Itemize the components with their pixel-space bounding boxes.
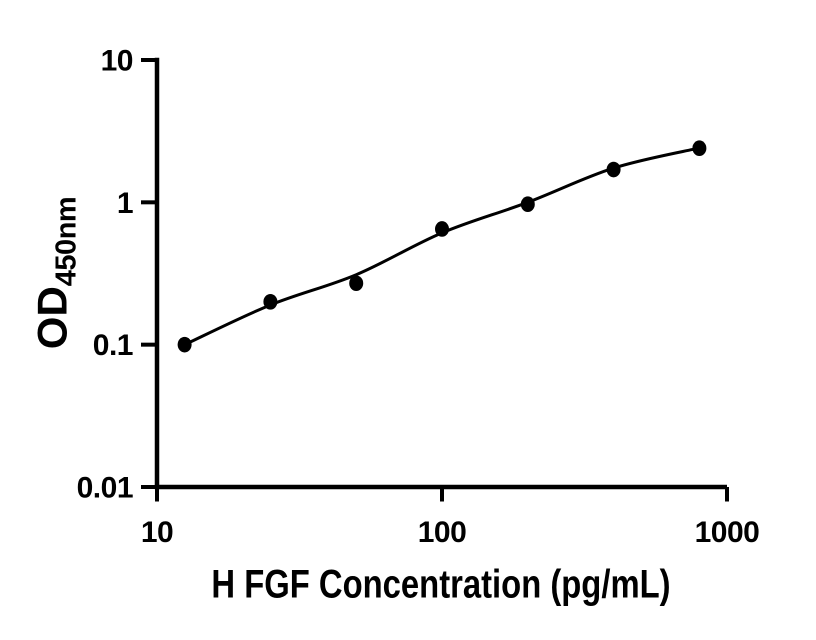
- x-axis-title: H FGF Concentration (pg/mL): [211, 562, 671, 607]
- y-tick-label: 1: [117, 187, 133, 220]
- fit-curve: [183, 146, 701, 347]
- y-tick-label: 0.01: [77, 471, 133, 504]
- x-tick-label: 100: [418, 516, 467, 549]
- data-point: [349, 275, 364, 292]
- y-axis-title-main: OD: [28, 286, 76, 350]
- y-tick-label: 0.1: [93, 329, 133, 362]
- data-point: [435, 221, 449, 237]
- x-tick-label: 1000: [695, 516, 760, 549]
- y-axis-title: OD450nm: [29, 197, 84, 349]
- y-axis-title-subscript: 450nm: [50, 196, 83, 287]
- data-point: [520, 196, 535, 213]
- y-tick-label: 10: [101, 45, 133, 78]
- data-point: [177, 336, 192, 353]
- x-tick-label: 10: [141, 516, 173, 549]
- data-point: [263, 294, 278, 310]
- data-point: [692, 140, 707, 157]
- data-point: [606, 161, 621, 178]
